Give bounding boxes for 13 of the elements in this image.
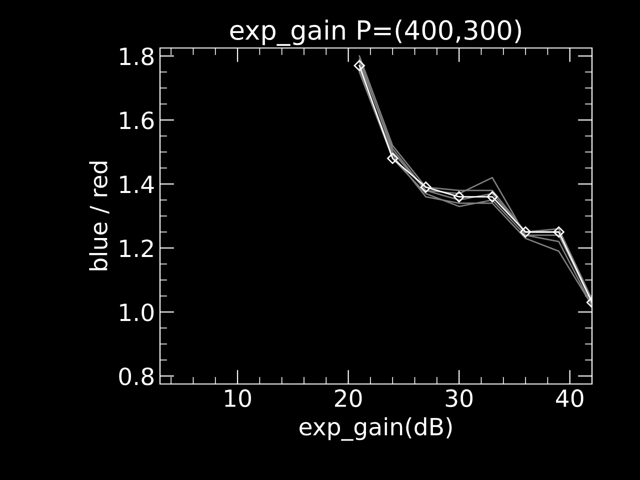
y-tick-label: 1.4 bbox=[120, 176, 154, 193]
y-tick-label: 1.8 bbox=[120, 47, 154, 66]
x-tick-label: 40 bbox=[556, 389, 584, 408]
y-tick-label: 1.6 bbox=[120, 111, 154, 130]
y-tick-label: 1.2 bbox=[120, 239, 153, 257]
x-tick-label: 10 bbox=[225, 389, 251, 408]
x-tick-label: 20 bbox=[335, 389, 362, 408]
x-tick-label: 30 bbox=[446, 389, 473, 408]
y-tick-label: 1.0 bbox=[120, 303, 154, 322]
y-tick-label: 0.8 bbox=[119, 367, 154, 386]
chart-title: exp_gain P=(400,300) bbox=[230, 20, 521, 46]
x-axis-title: exp_gain(dB) bbox=[300, 417, 452, 441]
y-axis-title: blue / red bbox=[89, 162, 110, 270]
